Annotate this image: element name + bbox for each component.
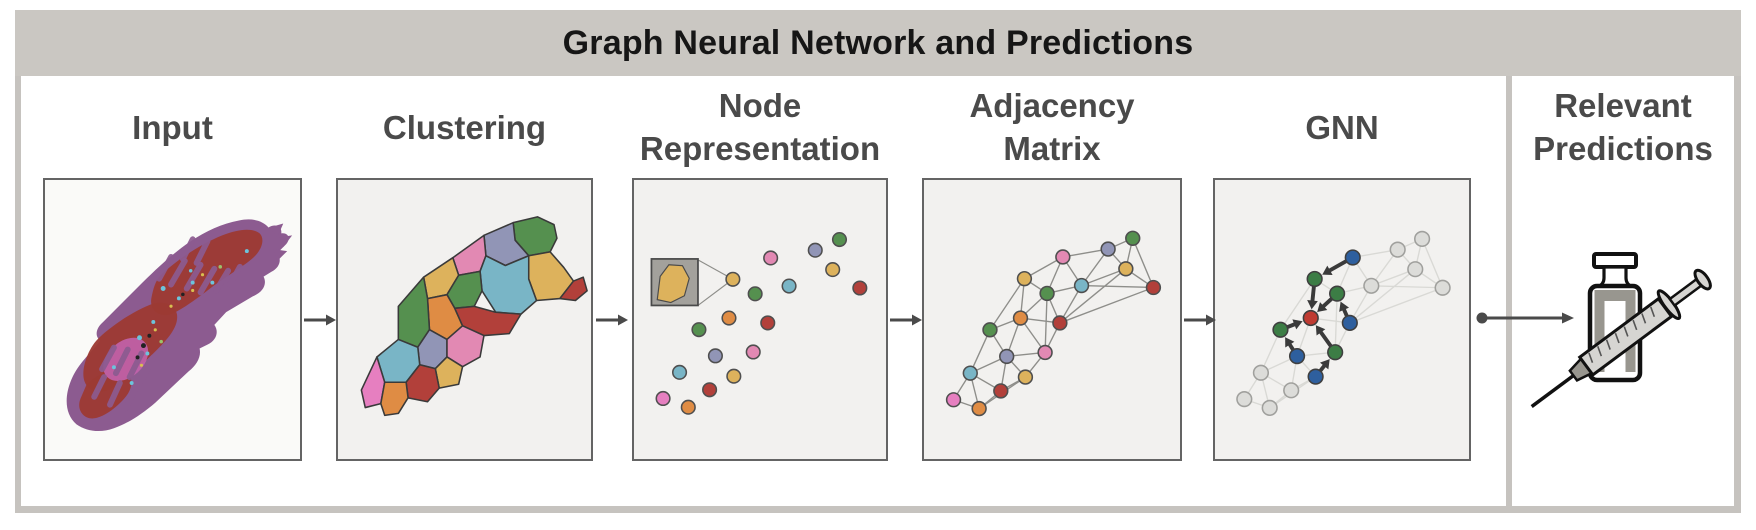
- gnn-box: [1213, 178, 1471, 461]
- input-image-box: [43, 178, 302, 461]
- vial-and-syringe-icon: [1530, 252, 1712, 408]
- arrow-gnn-to-predictions-icon: [1476, 312, 1574, 324]
- arrow-adjacency-to-gnn-icon: [1184, 314, 1216, 326]
- prediction-icon-wrap: [1526, 248, 1722, 420]
- stage-label-gnn: GNN: [1305, 108, 1379, 146]
- adjacency-graph-image: [945, 230, 1162, 417]
- stage-label-relevant-predictions: Relevant Predictions: [1533, 87, 1713, 167]
- clustering-box: [336, 178, 593, 461]
- figure-title-bar: Graph Neural Network and Predictions: [15, 10, 1741, 76]
- histology-tissue-image: [66, 219, 293, 432]
- predictions-panel: Relevant Predictions: [1512, 76, 1734, 506]
- adjacency-matrix-box: [922, 178, 1182, 461]
- stage-label-clustering: Clustering: [382, 108, 547, 146]
- stage-gnn: GNN: [1213, 76, 1471, 461]
- stage-label-input: Input: [132, 108, 213, 146]
- arrow-noderep-to-adjacency-icon: [890, 314, 922, 326]
- stage-node-representation: Node Representation: [632, 76, 888, 461]
- stage-input: Input: [43, 76, 302, 461]
- figure-title: Graph Neural Network and Predictions: [562, 23, 1194, 62]
- node-scatter-image: [650, 231, 868, 415]
- arrow-clustering-to-noderep-icon: [596, 314, 628, 326]
- pipeline-panel: Input Clustering Node Representation Adj…: [21, 76, 1506, 506]
- cluster-segmentation-image: [360, 216, 588, 417]
- gnn-pipeline-figure: Graph Neural Network and Predictions Inp…: [15, 10, 1741, 513]
- node-representation-box: [632, 178, 888, 461]
- stage-clustering: Clustering: [336, 76, 593, 461]
- stage-adjacency-matrix: Adjacency Matrix: [922, 76, 1182, 461]
- gnn-message-passing-image: [1236, 230, 1451, 417]
- arrow-input-to-clustering-icon: [304, 314, 336, 326]
- stage-label-adjacency-matrix: Adjacency Matrix: [969, 87, 1135, 167]
- stage-label-node-representation: Node Representation: [639, 87, 881, 167]
